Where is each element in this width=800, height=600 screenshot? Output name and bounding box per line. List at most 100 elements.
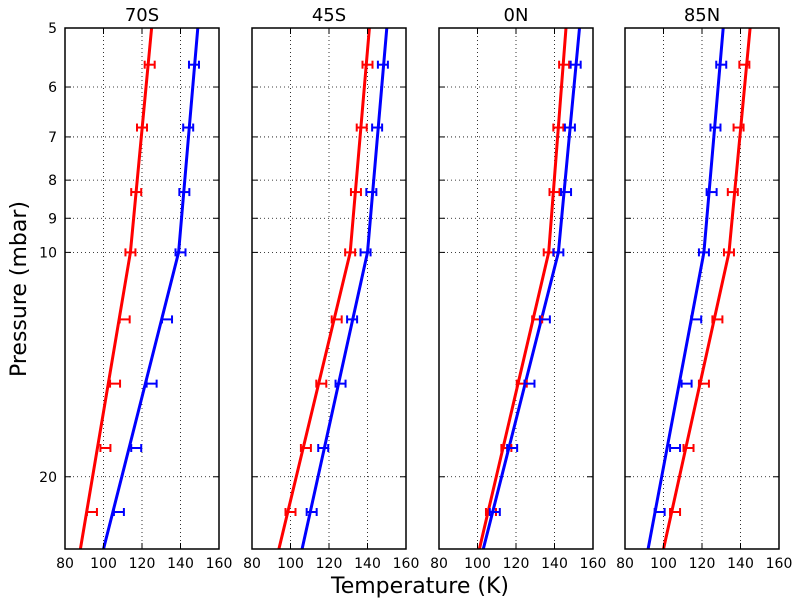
x-tick-label: 140: [167, 556, 194, 572]
red-point: [99, 444, 112, 453]
blue-line: [300, 28, 389, 549]
x-tick-label: 160: [766, 556, 793, 572]
blue-point: [653, 508, 666, 517]
y-axis-label: Pressure (mbar): [7, 201, 32, 377]
red-point: [669, 508, 682, 517]
red-point: [109, 379, 122, 388]
blue-point: [346, 315, 359, 324]
blue-point: [506, 444, 519, 453]
x-tick-label: 100: [90, 556, 117, 572]
blue-point: [669, 444, 682, 453]
y-tick-label: 10: [39, 245, 57, 261]
blue-point: [365, 188, 378, 197]
blue-point: [334, 379, 347, 388]
red-point: [355, 123, 368, 132]
y-tick-label: 5: [48, 21, 57, 37]
x-tick-label: 100: [650, 556, 677, 572]
red-line: [662, 28, 752, 549]
panel-title: 45S: [312, 5, 346, 26]
x-axis-label: Temperature (K): [330, 574, 509, 599]
red-point: [299, 444, 312, 453]
y-tick-label: 6: [48, 80, 57, 96]
blue-point: [178, 188, 191, 197]
panel-title: 85N: [684, 5, 720, 26]
x-tick-label: 140: [354, 556, 381, 572]
x-tick-label: 120: [689, 556, 716, 572]
red-point: [697, 379, 710, 388]
blue-point: [359, 248, 372, 257]
red-point: [722, 248, 735, 257]
red-point: [143, 60, 156, 69]
blue-point: [697, 248, 710, 257]
x-tick-label: 80: [243, 556, 261, 572]
blue-point: [371, 123, 384, 132]
x-tick-label: 160: [580, 556, 607, 572]
x-tick-label: 160: [393, 556, 420, 572]
panel-45S: 80 100 120 140 160 45S: [243, 5, 419, 572]
red-point: [548, 188, 561, 197]
blue-point: [376, 60, 389, 69]
x-tick-label: 100: [277, 556, 304, 572]
panel-0N: 80 100 120 140 160 0N: [430, 5, 606, 572]
red-point: [711, 315, 724, 324]
x-tick-label: 120: [503, 556, 530, 572]
y-tick-label: 9: [48, 211, 57, 227]
x-tick-label: 80: [430, 556, 448, 572]
blue-point: [187, 60, 200, 69]
red-point: [732, 123, 745, 132]
panel-85N: 80 100 120 140 160 85N: [616, 5, 792, 572]
red-point: [344, 248, 357, 257]
blue-point: [569, 60, 582, 69]
blue-point: [705, 188, 718, 197]
blue-point: [305, 508, 318, 517]
y-tick-label: 7: [48, 130, 57, 146]
panel-title: 70S: [125, 5, 159, 26]
red-point: [349, 188, 362, 197]
blue-point: [161, 315, 174, 324]
blue-point: [709, 123, 722, 132]
panel-70S: 80 100 120 140 160 5 6 7 8 9 10 20 70S: [39, 5, 232, 572]
blue-point: [680, 379, 693, 388]
blue-point: [560, 188, 573, 197]
blue-point: [715, 60, 728, 69]
red-point: [558, 60, 571, 69]
red-point: [124, 248, 137, 257]
x-tick-label: 120: [316, 556, 343, 572]
red-point: [738, 60, 751, 69]
red-point: [330, 315, 343, 324]
red-point: [552, 123, 565, 132]
blue-point: [523, 379, 536, 388]
x-tick-label: 100: [464, 556, 491, 572]
red-point: [130, 188, 143, 197]
blue-point: [538, 315, 551, 324]
x-tick-label: 140: [727, 556, 754, 572]
blue-point: [130, 444, 143, 453]
red-line: [477, 28, 568, 549]
blue-point: [552, 248, 565, 257]
blue-point: [563, 123, 576, 132]
y-tick-label: 8: [48, 173, 57, 189]
blue-point: [182, 123, 195, 132]
red-point: [85, 508, 98, 517]
x-tick-label: 80: [56, 556, 74, 572]
red-line: [277, 28, 371, 549]
red-point: [682, 444, 695, 453]
blue-point: [112, 508, 125, 517]
x-tick-label: 140: [541, 556, 568, 572]
blue-point: [145, 379, 158, 388]
panel-title: 0N: [504, 5, 529, 26]
x-tick-label: 80: [616, 556, 634, 572]
red-point: [315, 379, 328, 388]
x-tick-label: 160: [206, 556, 233, 572]
blue-point: [317, 444, 330, 453]
x-tick-label: 120: [129, 556, 156, 572]
red-line: [78, 28, 154, 549]
blue-point: [690, 315, 703, 324]
red-point: [284, 508, 297, 517]
red-point: [361, 60, 374, 69]
y-tick-label: 20: [39, 470, 57, 486]
blue-point: [488, 508, 501, 517]
red-point: [136, 123, 148, 132]
red-point: [726, 188, 739, 197]
